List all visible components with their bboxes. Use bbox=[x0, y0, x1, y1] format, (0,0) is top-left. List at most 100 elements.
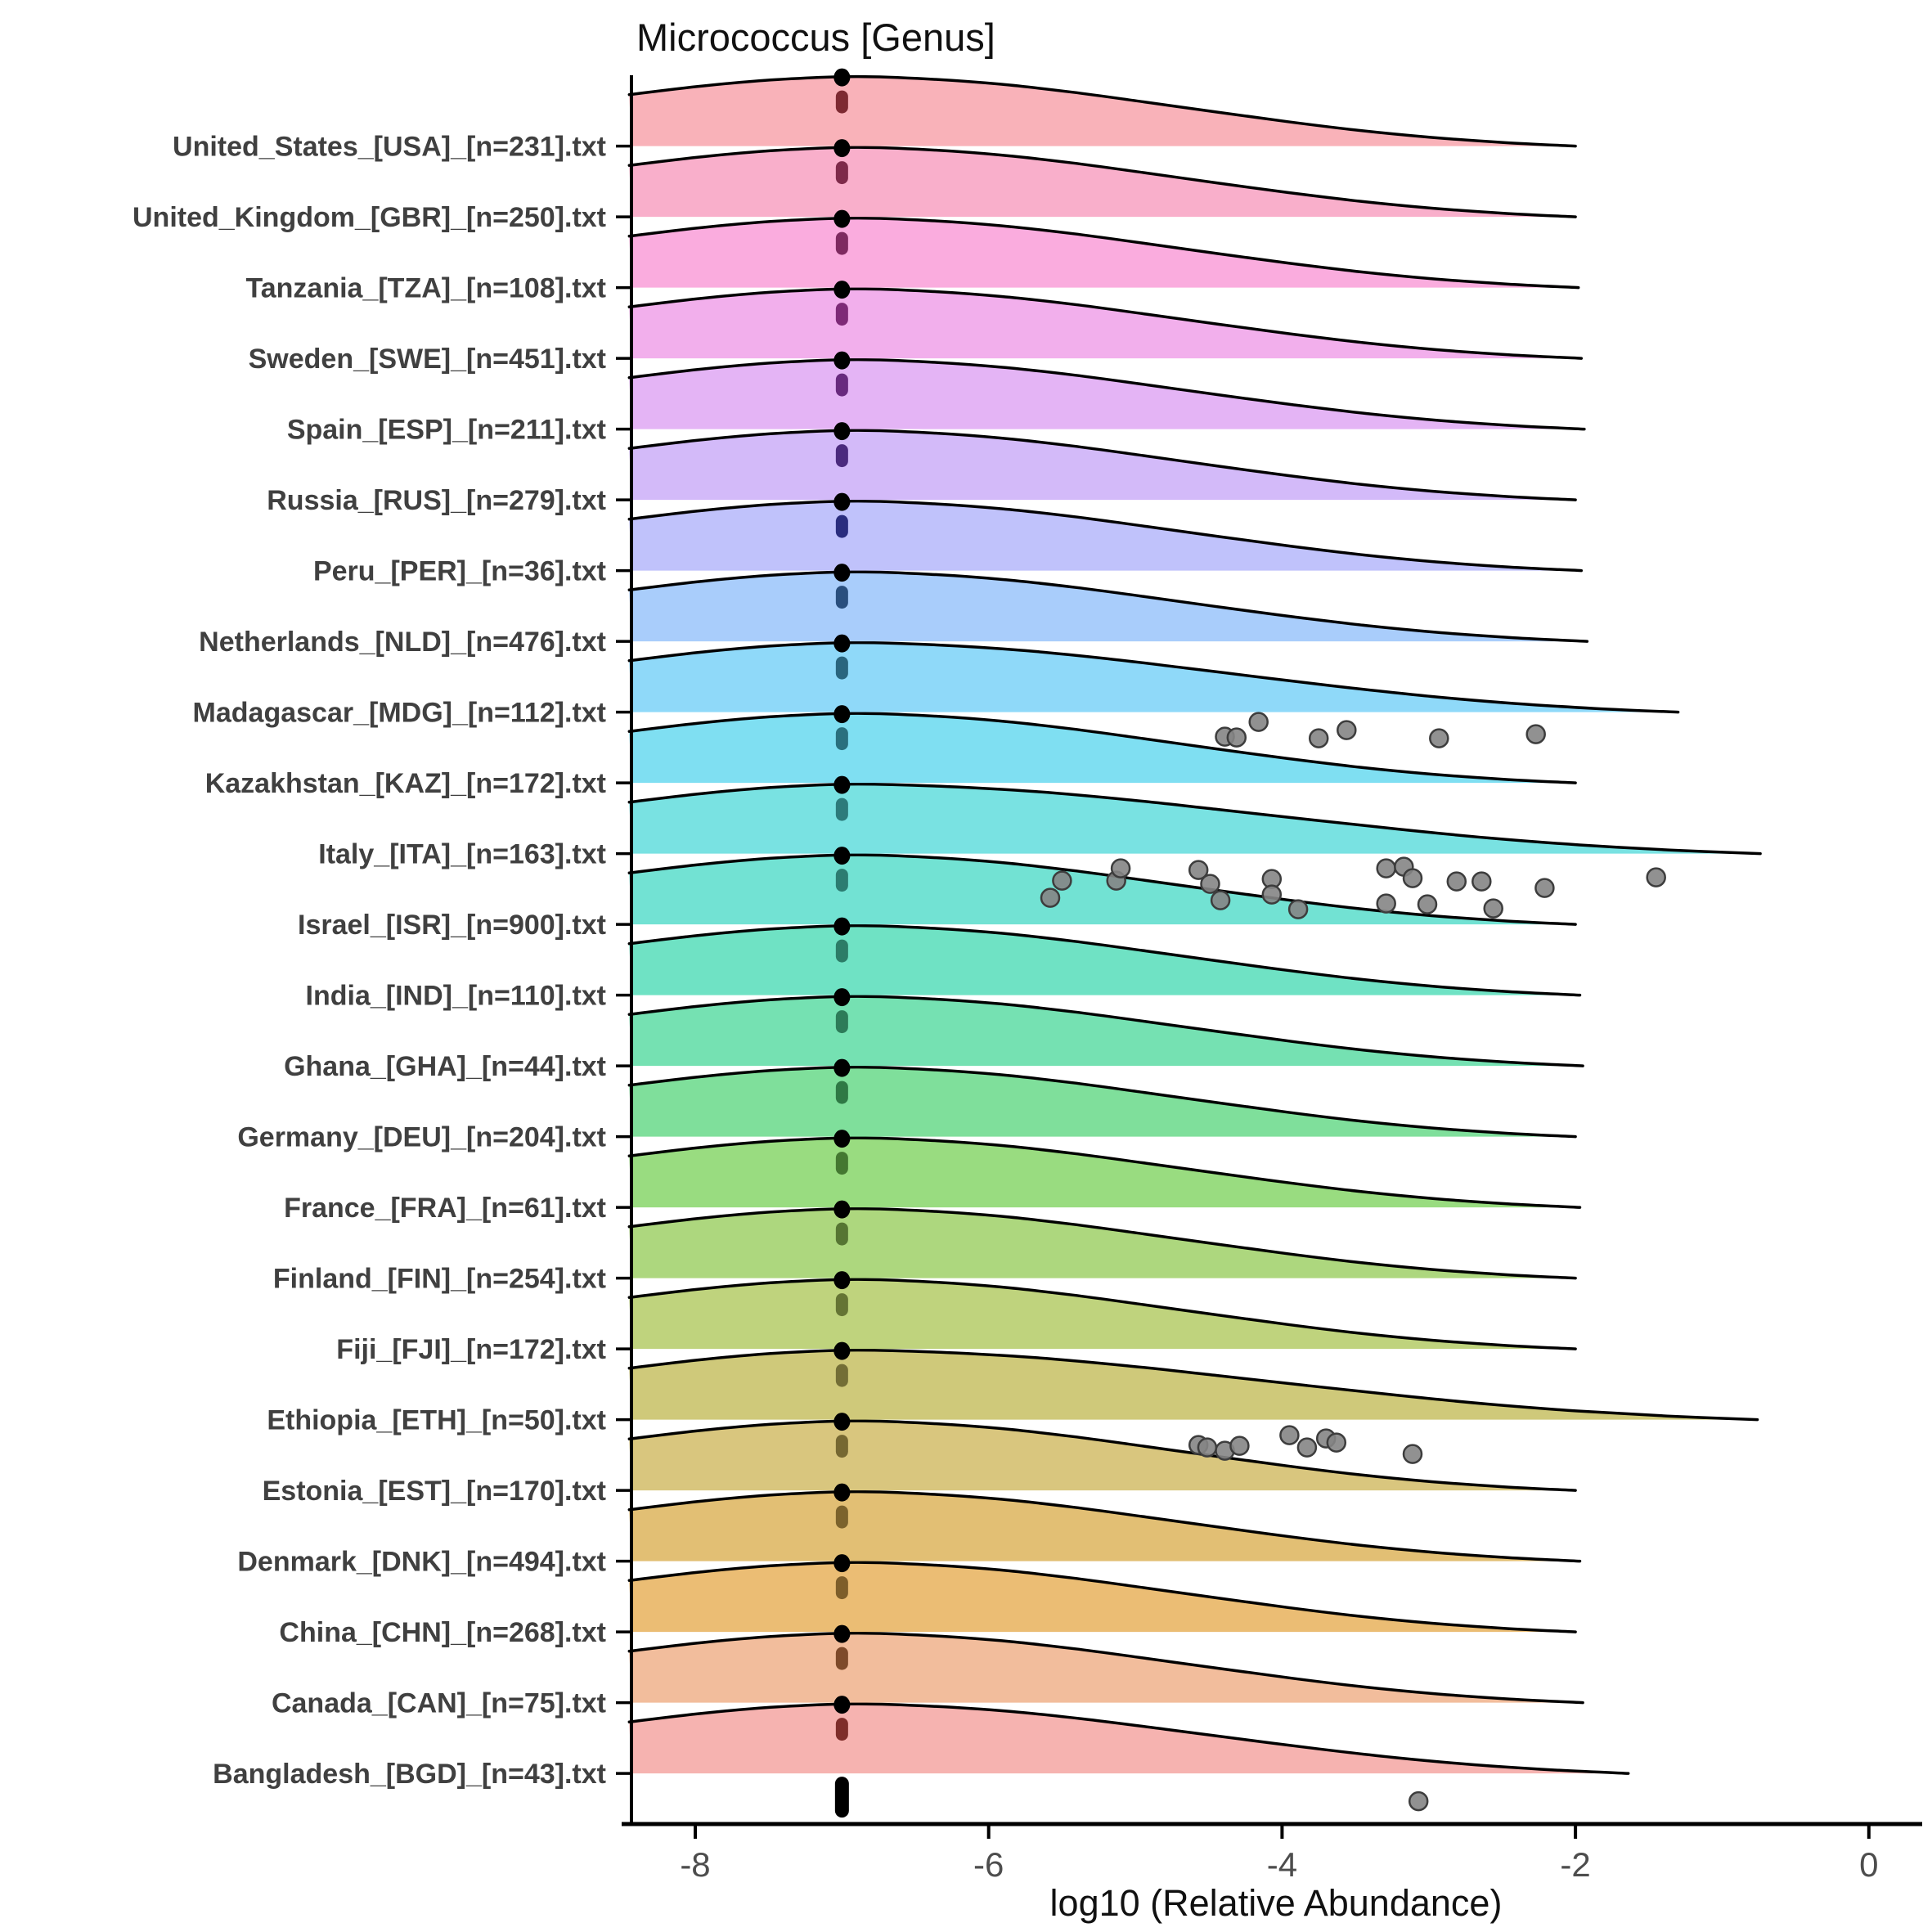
ridge-row-GBR bbox=[627, 146, 1577, 218]
ridge-row-FIN bbox=[627, 1206, 1577, 1280]
row-label-IND: India_[IND]_[n=110].txt bbox=[306, 981, 606, 1012]
ridge-outline-BGD bbox=[627, 1702, 1630, 1775]
chart-title: Micrococcus [Genus] bbox=[636, 16, 995, 59]
sample-point-ETH bbox=[1296, 1437, 1318, 1458]
sample-point-ITA bbox=[1534, 878, 1555, 898]
median-dash-RUS bbox=[835, 444, 848, 468]
ridge-outline-FRA bbox=[627, 1136, 1582, 1209]
row-label-GBR: United_Kingdom_[GBR]_[n=250].txt bbox=[133, 202, 606, 233]
x-tick-label-1: -6 bbox=[973, 1845, 1004, 1884]
ridge-outline-USA bbox=[627, 74, 1577, 148]
ridge-area-TZA bbox=[629, 218, 1579, 288]
ridge-outline-DNK bbox=[627, 1489, 1582, 1563]
ridge-row-CAN bbox=[627, 1631, 1584, 1705]
sample-point-ITA bbox=[1471, 871, 1492, 892]
median-curve-dot-ESP bbox=[833, 351, 851, 370]
median-dash-ITA bbox=[835, 798, 848, 821]
row-label-GHA: Ghana_[GHA]_[n=44].txt bbox=[284, 1051, 606, 1082]
ridge-outline-TZA bbox=[627, 216, 1580, 290]
median-dash-PER bbox=[835, 514, 848, 538]
median-dash-GBR bbox=[835, 161, 848, 185]
row-label-MDG: Madagascar_[MDG]_[n=112].txt bbox=[193, 698, 606, 729]
median-curve-dot-IND bbox=[833, 917, 851, 936]
median-curve-dot-ITA bbox=[833, 775, 851, 794]
ridge-outline-NLD bbox=[627, 570, 1589, 643]
ridge-row-RUS bbox=[627, 429, 1577, 501]
ridge-outline-FJI bbox=[627, 1278, 1577, 1350]
ridge-outline-ESP bbox=[627, 357, 1586, 431]
ridge-area-ETH bbox=[629, 1350, 1758, 1420]
ridge-outline-SWE bbox=[627, 287, 1584, 360]
median-curve-dot-CHN bbox=[833, 1554, 851, 1573]
row-label-ISR: Israel_[ISR]_[n=900].txt bbox=[298, 910, 606, 941]
ridge-outline-ETH bbox=[627, 1348, 1759, 1422]
row-label-FRA: France_[FRA]_[n=61].txt bbox=[284, 1193, 606, 1224]
ridge-row-NLD bbox=[627, 570, 1589, 643]
median-dash-IND bbox=[835, 939, 848, 963]
row-label-BGD: Bangladesh_[BGD]_[n=43].txt bbox=[213, 1759, 606, 1790]
sample-point-ITA bbox=[1402, 868, 1423, 888]
median-curve-dot-BGD bbox=[833, 1696, 851, 1714]
ridge-area-ESP bbox=[629, 359, 1584, 429]
sample-point-ITA bbox=[1417, 894, 1438, 914]
row-label-RUS: Russia_[RUS]_[n=279].txt bbox=[267, 485, 606, 516]
median-curve-dot-GBR bbox=[833, 139, 851, 158]
row-label-KAZ: Kazakhstan_[KAZ]_[n=172].txt bbox=[205, 768, 606, 799]
row-label-DEU: Germany_[DEU]_[n=204].txt bbox=[237, 1122, 606, 1153]
sample-point-ETH bbox=[1402, 1444, 1423, 1464]
ridge-area-FJI bbox=[629, 1279, 1576, 1350]
ridge-outline-KAZ bbox=[627, 712, 1577, 784]
ridge-row-BGD bbox=[627, 1702, 1630, 1775]
median-dash-ISR bbox=[835, 869, 848, 892]
median-dash-FJI bbox=[835, 1293, 848, 1317]
median-dash-USA bbox=[835, 90, 848, 114]
median-dash-KAZ bbox=[835, 727, 848, 751]
ridge-row-ESP bbox=[627, 357, 1586, 431]
x-tick-label-3: -2 bbox=[1560, 1845, 1590, 1884]
zero-abundance-cluster-BGD bbox=[834, 1777, 849, 1818]
row-label-NLD: Netherlands_[NLD]_[n=476].txt bbox=[199, 627, 606, 658]
ridge-area-CHN bbox=[629, 1562, 1576, 1633]
x-tick-label-0: -8 bbox=[680, 1845, 710, 1884]
median-curve-dot-TZA bbox=[833, 209, 851, 228]
median-curve-dot-MDG bbox=[833, 634, 851, 653]
median-curve-dot-NLD bbox=[833, 564, 851, 582]
ridge-row-GHA bbox=[627, 995, 1584, 1067]
ridge-area-GHA bbox=[629, 996, 1584, 1067]
sample-point-ITA bbox=[1287, 899, 1309, 919]
sample-point-ITA bbox=[1646, 867, 1666, 887]
ridge-area-DNK bbox=[629, 1491, 1580, 1561]
ridge-row-FRA bbox=[627, 1136, 1582, 1209]
median-dash-CHN bbox=[835, 1576, 848, 1600]
row-label-ETH: Ethiopia_[ETH]_[n=50].txt bbox=[267, 1405, 606, 1436]
ridge-outline-ITA bbox=[627, 782, 1762, 856]
ridge-area-ITA bbox=[629, 784, 1761, 854]
sample-point-MDG bbox=[1337, 720, 1357, 740]
median-dash-MDG bbox=[835, 656, 848, 680]
median-dash-DNK bbox=[835, 1505, 848, 1529]
sample-point-ITA bbox=[1376, 893, 1396, 914]
ridge-outline-DEU bbox=[627, 1065, 1577, 1139]
median-dash-FIN bbox=[835, 1222, 848, 1246]
median-curve-dot-GHA bbox=[833, 988, 851, 1007]
ridge-row-TZA bbox=[627, 216, 1580, 290]
sample-point-ITA bbox=[1040, 887, 1061, 908]
ridge-row-DNK bbox=[627, 1489, 1582, 1563]
ridge-row-MDG bbox=[627, 640, 1680, 714]
axes-layer: United_States_[USA]_[n=231].txt United_Ki… bbox=[133, 75, 1922, 1884]
ridge-outline-MDG bbox=[627, 640, 1680, 714]
ridge-area-EST bbox=[629, 1421, 1576, 1491]
median-dash-GHA bbox=[835, 1010, 848, 1034]
ridge-outline-GHA bbox=[627, 995, 1584, 1067]
ridges-layer bbox=[627, 74, 1762, 1775]
median-curve-dot-FJI bbox=[833, 1271, 851, 1290]
ridge-outline-RUS bbox=[627, 429, 1577, 501]
sample-point-ETH bbox=[1326, 1432, 1347, 1453]
median-curve-dot-CAN bbox=[833, 1624, 851, 1643]
row-label-FIN: Finland_[FIN]_[n=254].txt bbox=[273, 1264, 606, 1295]
median-dash-TZA bbox=[835, 231, 848, 255]
ridge-area-IND bbox=[629, 925, 1580, 995]
row-label-CHN: China_[CHN]_[n=268].txt bbox=[279, 1617, 606, 1648]
median-dash-BGD bbox=[835, 1718, 848, 1741]
